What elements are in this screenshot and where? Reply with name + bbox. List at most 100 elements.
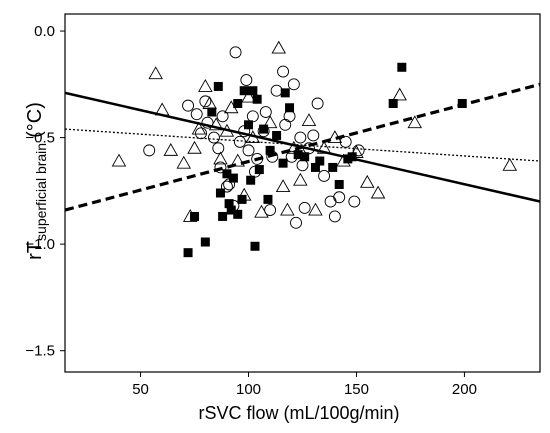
data-point-triangle bbox=[392, 87, 407, 101]
data-points bbox=[111, 40, 518, 258]
x-tick-label: 50 bbox=[132, 381, 149, 398]
fit-lines bbox=[64, 82, 541, 212]
data-point-square bbox=[280, 88, 290, 98]
data-point-circle bbox=[208, 131, 220, 144]
data-point-circle bbox=[212, 142, 225, 155]
data-point-circle bbox=[199, 95, 212, 108]
data-point-triangle bbox=[245, 130, 261, 144]
data-point-square bbox=[263, 194, 273, 204]
data-point-triangle bbox=[254, 204, 269, 218]
data-point-circle bbox=[339, 135, 352, 148]
tick-labels: 50 100 150 200 0.0 −0.5 −1.0 −1.5 bbox=[25, 23, 477, 398]
y-axis-title-unit: (°C) bbox=[24, 102, 46, 138]
data-point-triangle bbox=[370, 185, 386, 199]
data-point-triangle bbox=[241, 89, 256, 103]
data-point-circle bbox=[311, 97, 324, 110]
y-tick-label: −1.5 bbox=[25, 343, 55, 360]
x-tick-label: 200 bbox=[452, 381, 477, 398]
data-point-square bbox=[265, 145, 275, 155]
data-point-square bbox=[226, 205, 236, 215]
data-point-circle bbox=[303, 142, 315, 155]
data-point-circle bbox=[270, 84, 283, 97]
data-point-square bbox=[272, 130, 282, 140]
data-point-triangle bbox=[293, 172, 308, 186]
data-point-circle bbox=[257, 125, 270, 138]
data-point-square bbox=[190, 211, 200, 221]
data-point-square bbox=[328, 162, 338, 172]
data-point-circle bbox=[324, 195, 337, 208]
x-tick-label: 150 bbox=[344, 381, 369, 398]
data-point-circle bbox=[283, 110, 296, 123]
x-axis-title: rSVC flow (mL/100g/min) bbox=[198, 403, 399, 423]
data-point-circle bbox=[195, 127, 207, 140]
y-tick-label: −1.0 bbox=[25, 236, 55, 253]
y-axis-title-subscript: superficial brain bbox=[33, 143, 49, 241]
data-point-triangle bbox=[148, 66, 163, 80]
x-tick-label: 100 bbox=[236, 381, 261, 398]
data-point-square bbox=[310, 162, 320, 172]
data-point-triangle bbox=[154, 102, 170, 116]
data-point-circle bbox=[279, 118, 292, 131]
data-point-square bbox=[218, 211, 228, 221]
data-point-square bbox=[239, 86, 249, 96]
data-point-circle bbox=[143, 144, 156, 157]
data-point-triangle bbox=[275, 179, 291, 193]
data-point-circle bbox=[214, 161, 227, 174]
data-point-circle bbox=[259, 106, 272, 118]
data-point-circle bbox=[216, 110, 229, 123]
data-point-circle bbox=[238, 125, 251, 138]
data-point-square bbox=[233, 99, 243, 108]
data-point-circle bbox=[249, 165, 261, 178]
data-point-square bbox=[259, 124, 269, 134]
data-point-triangle bbox=[236, 187, 252, 201]
data-point-square bbox=[207, 107, 217, 117]
data-point-square bbox=[397, 62, 407, 72]
data-point-square bbox=[347, 152, 357, 162]
data-point-triangle bbox=[182, 209, 198, 222]
data-point-triangle bbox=[301, 113, 317, 126]
data-point-triangle bbox=[230, 153, 245, 167]
data-point-triangle bbox=[163, 142, 179, 156]
fit-line-dotted bbox=[64, 128, 541, 162]
data-point-circle bbox=[296, 159, 309, 172]
data-point-triangle bbox=[187, 140, 202, 154]
data-point-circle bbox=[290, 216, 302, 229]
data-point-circle bbox=[229, 46, 242, 59]
data-point-circle bbox=[294, 131, 307, 144]
data-point-circle bbox=[242, 144, 255, 157]
data-point-triangle bbox=[327, 130, 343, 144]
data-point-triangle bbox=[286, 140, 302, 154]
data-point-square bbox=[388, 99, 398, 108]
data-point-triangle bbox=[360, 174, 375, 188]
data-point-square bbox=[183, 248, 193, 258]
data-point-square bbox=[228, 173, 238, 183]
data-point-square bbox=[457, 99, 467, 108]
y-tick-label: 0.0 bbox=[34, 23, 55, 40]
data-point-square bbox=[222, 169, 232, 179]
data-point-circle bbox=[287, 78, 300, 91]
data-point-circle bbox=[223, 178, 236, 191]
data-point-square bbox=[252, 94, 262, 104]
y-tick-label: −0.5 bbox=[25, 130, 55, 147]
data-point-triangle bbox=[111, 153, 127, 167]
data-point-square bbox=[224, 199, 234, 209]
data-point-triangle bbox=[271, 40, 287, 54]
data-point-circle bbox=[190, 108, 203, 121]
data-point-circle bbox=[220, 180, 233, 193]
data-point-square bbox=[300, 152, 310, 162]
data-point-triangle bbox=[336, 153, 351, 167]
data-point-circle bbox=[277, 65, 290, 78]
data-point-square bbox=[200, 237, 210, 247]
data-point-circle bbox=[264, 204, 277, 216]
data-point-square bbox=[248, 86, 258, 96]
data-point-circle bbox=[227, 199, 240, 212]
data-point-square bbox=[315, 156, 325, 166]
data-point-circle bbox=[182, 99, 195, 112]
y-axis-title-main: rT bbox=[24, 241, 46, 260]
data-point-circle bbox=[233, 135, 246, 148]
data-point-circle bbox=[307, 129, 320, 142]
data-point-circle bbox=[251, 152, 264, 165]
data-point-triangle bbox=[191, 121, 207, 135]
data-point-circle bbox=[266, 150, 279, 163]
